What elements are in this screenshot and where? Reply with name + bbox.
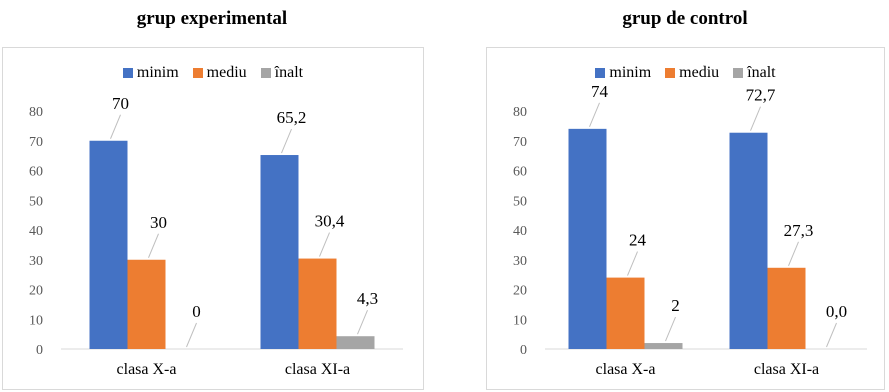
- legend-label-inalt: înalt: [747, 64, 776, 81]
- data-label-leader: [110, 114, 121, 139]
- legend-label-inalt: înalt: [274, 64, 304, 81]
- x-tick-label: clasa XI-a: [285, 361, 350, 378]
- data-label: 72,7: [746, 86, 776, 105]
- y-tick-label: 50: [513, 194, 527, 209]
- data-label-leader: [665, 316, 676, 342]
- legend-label-minim: minim: [609, 64, 652, 81]
- y-tick-label: 70: [29, 135, 43, 150]
- data-label-leader: [357, 310, 368, 335]
- chart-title-control: grup de control: [622, 8, 748, 29]
- x-tick-label: clasa X-a: [596, 361, 656, 378]
- bar-minim-1: [89, 140, 128, 349]
- chart-title-experimental: grup experimental: [136, 8, 288, 29]
- x-tick-label: clasa X-a: [117, 361, 177, 378]
- y-tick-label: 10: [513, 313, 527, 328]
- legend-swatch-inalt: [733, 68, 744, 78]
- bar-minim-2: [260, 155, 299, 349]
- y-tick-label: 20: [29, 284, 43, 299]
- legend-item-mediu: mediu: [665, 64, 719, 82]
- bar-minim-1: [568, 128, 607, 349]
- legend-label-mediu: mediu: [679, 64, 720, 81]
- data-label: 0,0: [826, 302, 847, 321]
- data-label-leader: [627, 251, 638, 276]
- legend-swatch-minim: [122, 68, 133, 78]
- data-label: 30: [150, 213, 167, 232]
- data-label: 30,4: [315, 212, 345, 231]
- bar-inalt-1: [644, 343, 683, 349]
- data-label: 0: [192, 302, 201, 321]
- y-tick-label: 50: [29, 194, 43, 209]
- legend-swatch-mediu: [192, 68, 203, 78]
- legend-item-inalt: înalt: [260, 64, 304, 82]
- data-label: 65,2: [277, 108, 307, 127]
- legend-swatch-minim: [595, 68, 606, 78]
- bar-chart-control: 0 10 20 30 40 50 60 70 80 74 24 2 clasa X-a 72,7 27,3 0…: [513, 82, 867, 378]
- y-tick-label: 30: [513, 254, 527, 269]
- y-tick-label: 40: [29, 224, 43, 239]
- y-tick-label: 20: [513, 284, 527, 299]
- bar-mediu-1: [606, 277, 645, 349]
- data-label: 27,3: [784, 221, 814, 240]
- data-label: 2: [671, 296, 680, 315]
- y-tick-label: 40: [513, 224, 527, 239]
- legend-label-mediu: mediu: [206, 64, 247, 81]
- data-label: 74: [591, 82, 609, 101]
- y-tick-label: 60: [513, 165, 527, 180]
- data-label: 4,3: [357, 289, 378, 308]
- legend-item-inalt: înalt: [733, 64, 776, 82]
- legend-item-minim: minim: [595, 64, 651, 82]
- y-tick-label: 60: [29, 165, 43, 180]
- chart-panel-control: minim mediu înalt 0 10 20 30 40 50 60 70 80 74 24 2…: [486, 47, 885, 390]
- legend: minim mediu înalt: [487, 64, 884, 82]
- data-label-leader: [148, 233, 159, 258]
- chart-panel-experimental: minim mediu înalt 0 10 20 30 40 50 60 70 80 70 30 0…: [2, 47, 424, 390]
- bar-inalt-2: [336, 336, 375, 349]
- bar-mediu-2: [298, 258, 337, 349]
- y-tick-label: 80: [29, 105, 43, 120]
- data-label-leader: [750, 106, 761, 131]
- data-label-leader: [281, 128, 292, 154]
- legend-swatch-mediu: [665, 68, 676, 78]
- data-label: 24: [629, 231, 647, 250]
- data-label-leader: [319, 232, 330, 257]
- legend-item-mediu: mediu: [192, 64, 247, 82]
- bar-mediu-1: [127, 259, 166, 349]
- legend-item-minim: minim: [122, 64, 179, 82]
- y-tick-label: 10: [29, 313, 43, 328]
- bar-mediu-2: [767, 267, 806, 349]
- y-tick-label: 0: [520, 343, 527, 358]
- bar-chart-experimental: 0 10 20 30 40 50 60 70 80 70 30 0 clasa X-a 65,2 30,4 4…: [29, 94, 403, 378]
- data-label-leader: [186, 322, 197, 348]
- data-label-leader: [589, 102, 600, 128]
- legend-swatch-inalt: [260, 68, 271, 78]
- data-label-leader: [788, 241, 799, 266]
- y-tick-label: 80: [513, 105, 527, 120]
- y-tick-label: 30: [29, 254, 43, 269]
- x-tick-label: clasa XI-a: [754, 361, 819, 378]
- legend: minim mediu înalt: [3, 64, 423, 82]
- legend-label-minim: minim: [136, 64, 179, 81]
- y-tick-label: 70: [513, 135, 527, 150]
- bar-minim-2: [729, 132, 768, 349]
- y-tick-label: 0: [36, 343, 43, 358]
- data-label: 70: [112, 94, 129, 113]
- data-label-leader: [826, 322, 837, 348]
